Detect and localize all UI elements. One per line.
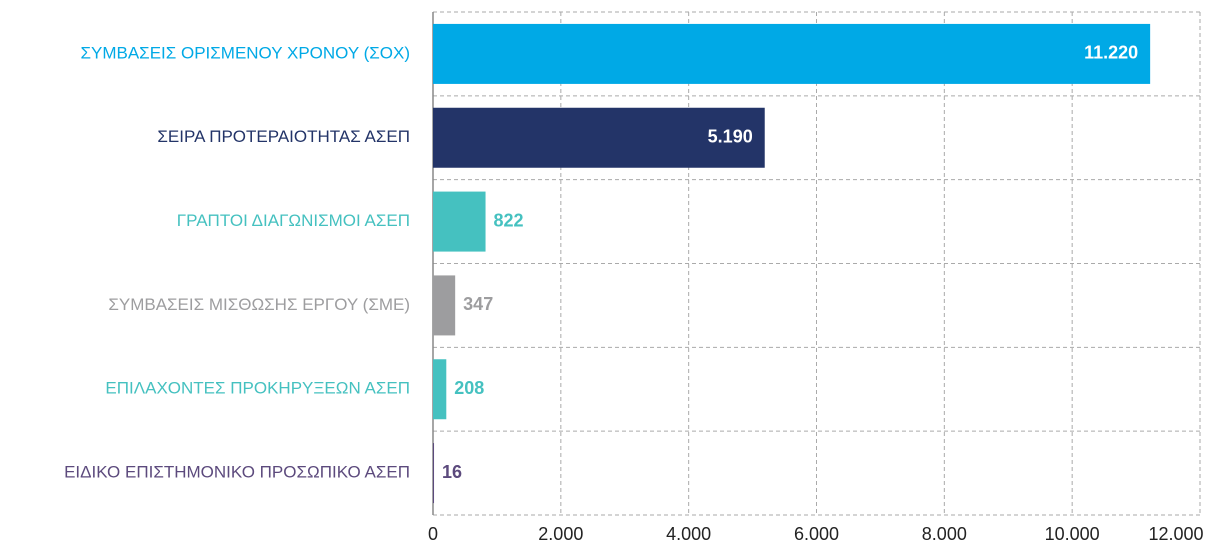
x-tick-label: 10.000 [1045, 524, 1100, 544]
value-label: 208 [454, 378, 484, 398]
bar [433, 359, 447, 420]
category-label: ΕΙΔΙΚΟ ΕΠΙΣΤΗΜΟΝΙΚΟ ΠΡΟΣΩΠΙΚΟ ΑΣΕΠ [64, 463, 410, 482]
category-label: ΓΡΑΠΤΟΙ ΔΙΑΓΩΝΙΣΜΟΙ ΑΣΕΠ [177, 211, 410, 230]
value-label: 347 [463, 294, 493, 314]
x-tick-label: 6.000 [794, 524, 839, 544]
x-tick-label: 0 [428, 524, 438, 544]
category-label: ΕΠΙΛΑΧΟΝΤΕΣ ΠΡΟΚΗΡΥΞΕΩΝ ΑΣΕΠ [105, 379, 410, 398]
value-label: 5.190 [708, 127, 753, 147]
bar [433, 107, 765, 168]
x-tick-label: 2.000 [538, 524, 583, 544]
x-tick-label: 4.000 [666, 524, 711, 544]
x-tick-label: 8.000 [922, 524, 967, 544]
category-label: ΣΕΙΡΑ ΠΡΟΤΕΡΑΙΟΤΗΤΑΣ ΑΣΕΠ [157, 127, 410, 146]
bar [433, 443, 435, 504]
bar [433, 191, 486, 252]
category-label: ΣΥΜΒΑΣΕΙΣ ΟΡΙΣΜΕΝΟΥ ΧΡΟΝΟΥ (ΣΟΧ) [81, 43, 411, 62]
category-label: ΣΥΜΒΑΣΕΙΣ ΜΙΣΘΩΣΗΣ ΕΡΓΟΥ (ΣΜΕ) [108, 295, 410, 314]
value-label: 822 [494, 210, 524, 230]
value-label: 11.220 [1084, 43, 1138, 63]
x-tick-label: 12.000 [1148, 524, 1203, 544]
value-label: 16 [442, 462, 462, 482]
bar [433, 23, 1151, 84]
bar [433, 275, 456, 336]
